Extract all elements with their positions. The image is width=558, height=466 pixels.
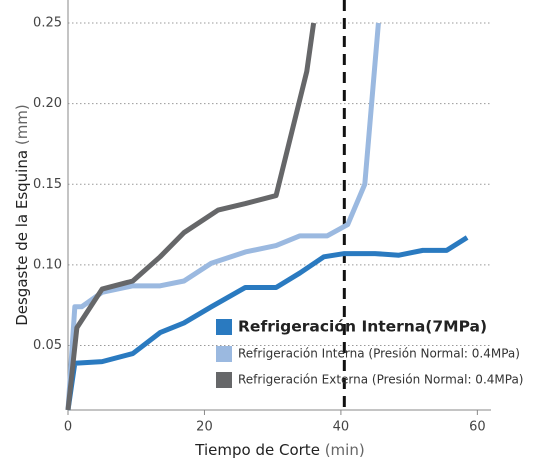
x-tick-label: 40 [333, 420, 350, 435]
y-tick-label: 0.05 [33, 338, 62, 353]
legend-label: Refrigeración Interna(7MPa) [238, 318, 487, 336]
legend-swatch [216, 372, 232, 388]
y-label: Desgaste de la Esquina [13, 150, 31, 326]
x-tick-label: 60 [469, 420, 486, 435]
legend-label: Refrigeración Interna (Presión Normal: 0… [238, 347, 520, 361]
y-tick-label: 0.10 [33, 257, 62, 272]
y-unit: (mm) [13, 104, 31, 145]
series-line [65, 22, 317, 411]
y-axis-label: Desgaste de la Esquina (mm) [13, 104, 31, 326]
legend-label: Refrigeración Externa (Presión Normal: 0… [238, 373, 523, 387]
x-unit: (min) [325, 441, 365, 459]
series-line [65, 235, 469, 411]
x-tick-label: 20 [196, 420, 213, 435]
x-axis-label: Tiempo de Corte (min) [194, 441, 364, 459]
x-label: Tiempo de Corte [194, 441, 320, 459]
plot-area [65, 0, 469, 411]
y-tick-label: 0.25 [33, 16, 62, 31]
y-tick-label: 0.20 [33, 96, 62, 111]
x-tick-label: 0 [64, 420, 72, 435]
y-tick-label: 0.15 [33, 177, 62, 192]
series-line [65, 22, 381, 411]
legend-swatch [216, 346, 232, 362]
legend-swatch [216, 319, 232, 335]
